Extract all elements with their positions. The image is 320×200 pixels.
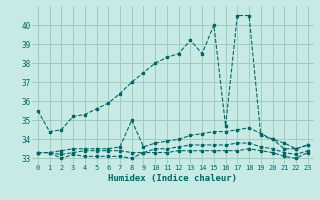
X-axis label: Humidex (Indice chaleur): Humidex (Indice chaleur): [108, 174, 237, 183]
